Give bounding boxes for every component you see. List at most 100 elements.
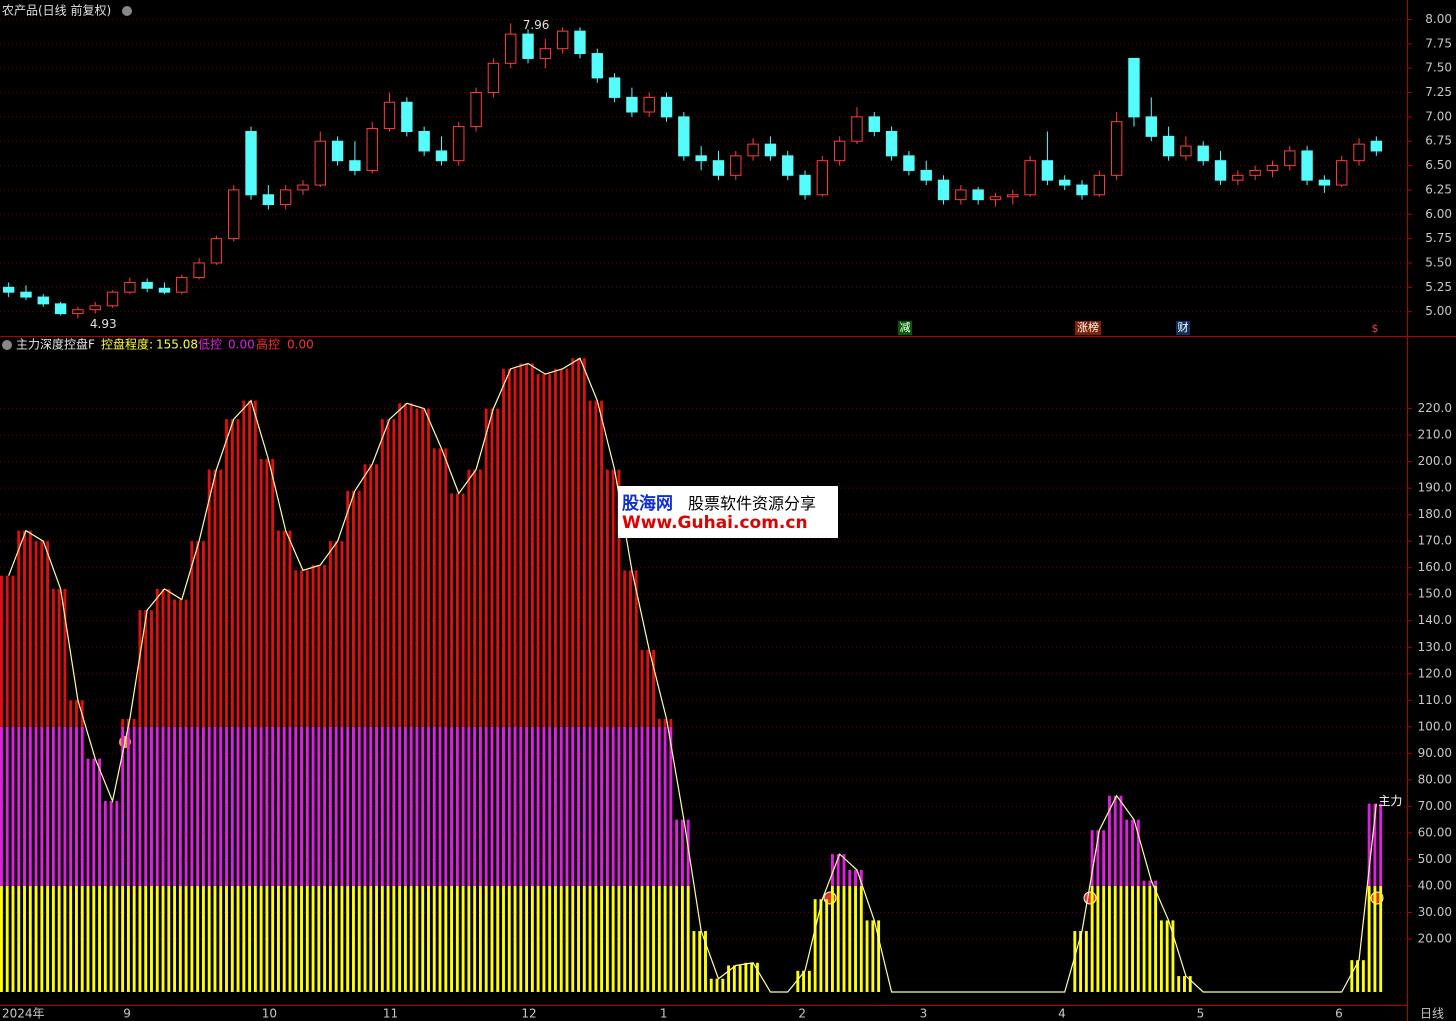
candle-body bbox=[920, 169, 932, 181]
period-label[interactable]: 日线 bbox=[1420, 1007, 1444, 1021]
candle-body bbox=[1370, 140, 1383, 152]
bar-segment bbox=[559, 885, 563, 992]
legend-name: 低控 bbox=[198, 338, 222, 352]
bar-segment bbox=[196, 726, 200, 886]
bar-segment bbox=[686, 819, 690, 886]
bar-segment bbox=[1096, 885, 1100, 992]
series-label: 主力 bbox=[1378, 794, 1402, 808]
bar-segment bbox=[571, 885, 575, 992]
candle-body bbox=[1301, 150, 1313, 181]
y-tick-label: 140.0 bbox=[1418, 613, 1452, 627]
bar-segment bbox=[836, 854, 840, 886]
bar-segment bbox=[103, 801, 107, 886]
bar-segment bbox=[819, 899, 823, 992]
bar-segment bbox=[530, 885, 534, 992]
bar-segment bbox=[98, 885, 101, 992]
bar-segment bbox=[461, 885, 465, 992]
candle-body bbox=[72, 309, 84, 315]
candle-body bbox=[279, 189, 292, 206]
bar-segment bbox=[640, 649, 644, 727]
bar-segment bbox=[398, 726, 402, 886]
bar-segment bbox=[554, 726, 557, 886]
bar-segment bbox=[438, 885, 442, 992]
candle-body bbox=[1024, 160, 1036, 196]
bar-segment bbox=[248, 400, 252, 727]
candle-body bbox=[937, 179, 950, 201]
bar-segment bbox=[848, 885, 852, 992]
watermark-brand: 股海网 bbox=[622, 494, 673, 514]
bar-segment bbox=[623, 570, 627, 727]
candle-body bbox=[245, 130, 257, 196]
menu-icon[interactable] bbox=[122, 6, 132, 16]
bar-segment bbox=[69, 885, 73, 992]
bar-segment bbox=[5, 726, 9, 886]
period-box[interactable] bbox=[1408, 1006, 1456, 1021]
bar-segment bbox=[1373, 885, 1377, 992]
bar-segment bbox=[328, 885, 332, 992]
bar-segment bbox=[646, 885, 650, 992]
candle-body bbox=[591, 53, 603, 79]
bar-segment bbox=[877, 920, 881, 992]
bar-segment bbox=[1113, 885, 1117, 992]
bar-segment bbox=[248, 885, 252, 992]
indicator-line bbox=[8, 357, 1377, 993]
bar-segment bbox=[213, 726, 217, 886]
candle-body bbox=[522, 33, 534, 59]
bar-segment bbox=[859, 885, 863, 992]
candle-body bbox=[1197, 145, 1209, 162]
candle-body bbox=[747, 143, 759, 157]
price-title: 农产品(日线 前复权) bbox=[2, 3, 111, 18]
bar-segment bbox=[311, 885, 315, 992]
x-tick-label: 1 bbox=[660, 1007, 668, 1021]
bar-segment bbox=[305, 885, 309, 992]
bar-segment bbox=[1108, 795, 1111, 886]
bar-segment bbox=[253, 726, 257, 886]
event-badge bbox=[1176, 321, 1190, 335]
bar-segment bbox=[386, 419, 390, 727]
y-tick-label: 150.0 bbox=[1418, 587, 1452, 601]
bar-segment bbox=[57, 885, 61, 992]
bar-segment bbox=[617, 726, 621, 886]
bar-segment bbox=[277, 530, 280, 727]
bar-segment bbox=[1142, 885, 1146, 992]
bar-segment bbox=[300, 726, 303, 886]
bar-segment bbox=[380, 726, 384, 886]
bar-segment bbox=[98, 758, 101, 886]
bar-segment bbox=[225, 419, 228, 727]
bar-segment bbox=[1102, 885, 1106, 992]
bar-segment bbox=[565, 726, 569, 886]
candle-body bbox=[695, 155, 707, 162]
y-tick-label: 6.50 bbox=[1425, 158, 1452, 172]
menu-icon[interactable] bbox=[2, 340, 12, 350]
bar-segment bbox=[634, 885, 638, 992]
bar-segment bbox=[1350, 960, 1354, 992]
candle-body bbox=[176, 277, 188, 293]
bar-segment bbox=[352, 490, 355, 727]
bar-segment bbox=[155, 588, 159, 727]
bar-segment bbox=[444, 726, 448, 886]
candle-body bbox=[1007, 194, 1019, 198]
bar-segment bbox=[646, 649, 650, 727]
candle-body bbox=[366, 128, 378, 171]
bar-segment bbox=[663, 885, 667, 992]
bar-segment bbox=[150, 610, 153, 727]
bar-segment bbox=[161, 726, 165, 886]
bar-segment bbox=[1356, 960, 1360, 992]
bar-segment bbox=[727, 965, 731, 992]
bar-segment bbox=[323, 885, 327, 992]
x-tick-label: 10 bbox=[262, 1007, 277, 1021]
bar-segment bbox=[403, 403, 407, 727]
bar-segment bbox=[657, 718, 661, 727]
bar-segment bbox=[438, 448, 442, 727]
bar-segment bbox=[201, 726, 205, 886]
bar-segment bbox=[115, 885, 119, 992]
bar-segment bbox=[150, 726, 153, 886]
bar-segment bbox=[392, 885, 396, 992]
bar-segment bbox=[288, 885, 292, 992]
bar-segment bbox=[207, 469, 211, 727]
bar-segment bbox=[427, 726, 430, 886]
bar-segment bbox=[271, 458, 275, 727]
bar-segment bbox=[1367, 885, 1371, 992]
bar-segment bbox=[675, 885, 679, 992]
candle-body bbox=[435, 150, 448, 162]
